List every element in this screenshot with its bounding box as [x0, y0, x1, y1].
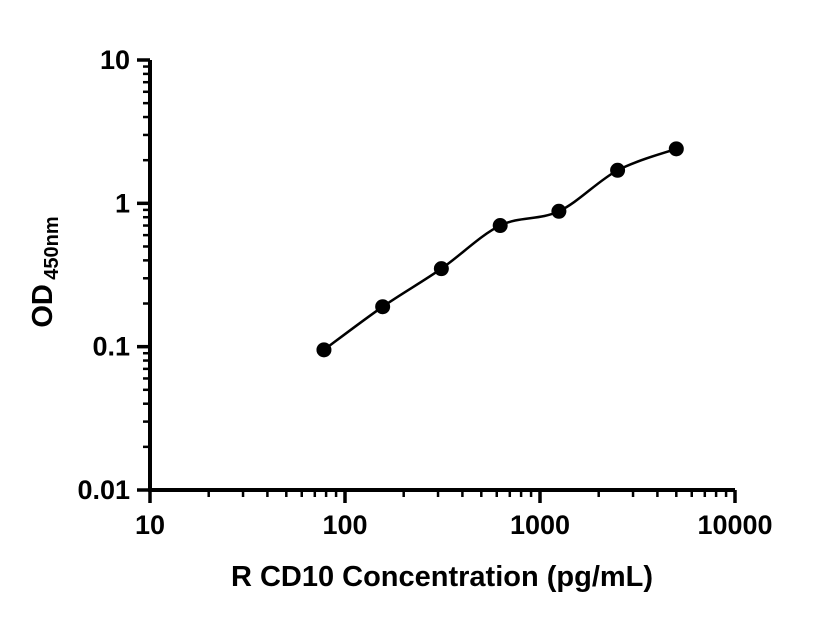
y-axis-tick-label: 0.1 — [92, 332, 130, 362]
data-point — [316, 342, 332, 358]
x-axis-tick-label: 1000 — [510, 510, 570, 540]
y-axis-title-subscript: 450nm — [41, 216, 63, 279]
x-axis-title: R CD10 Concentration (pg/mL) — [231, 561, 653, 593]
y-axis-tick-label: 1 — [115, 188, 130, 218]
x-axis-tick-label: 100 — [322, 510, 367, 540]
plot-area: 10 100 1000 10000 0.01 0.1 1 10 — [77, 45, 772, 540]
y-axis-title: OD 450nm — [27, 216, 63, 327]
data-point — [492, 218, 508, 234]
y-axis-tick-label: 10 — [100, 45, 130, 75]
x-axis-tick-label: 10 — [135, 510, 165, 540]
data-point — [375, 299, 391, 315]
data-point — [610, 162, 626, 178]
y-axis-tick-label: 0.01 — [77, 475, 130, 505]
data-point — [668, 141, 684, 157]
y-axis-title-main: OD — [27, 284, 59, 328]
x-axis-tick-label: 10000 — [697, 510, 772, 540]
data-point — [551, 203, 567, 219]
data-point — [433, 261, 449, 277]
curve-line — [323, 147, 677, 351]
